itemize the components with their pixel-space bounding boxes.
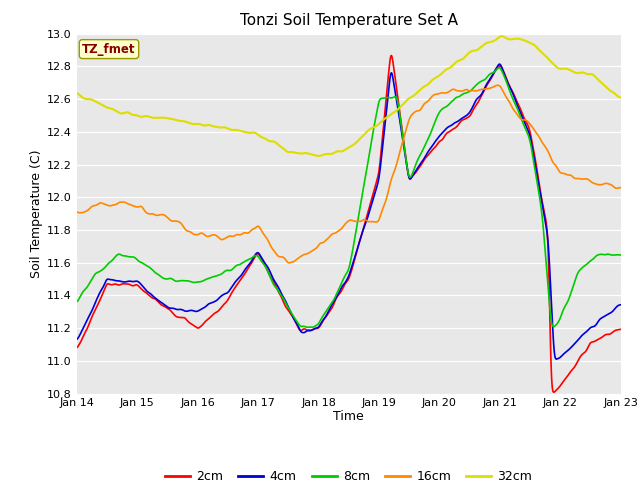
Line: 16cm: 16cm: [77, 85, 621, 263]
2cm: [129, 283, 136, 288]
4cm: [617, 302, 625, 308]
16cm: [617, 185, 625, 191]
32cm: [73, 90, 81, 96]
16cm: [494, 83, 502, 88]
X-axis label: Time: Time: [333, 410, 364, 423]
Line: 32cm: 32cm: [77, 36, 621, 156]
8cm: [293, 319, 301, 324]
4cm: [553, 356, 561, 362]
2cm: [498, 64, 506, 70]
2cm: [388, 53, 396, 59]
16cm: [285, 260, 293, 266]
8cm: [447, 99, 455, 105]
16cm: [508, 104, 516, 109]
16cm: [447, 87, 455, 93]
Text: TZ_fmet: TZ_fmet: [82, 43, 136, 56]
4cm: [312, 325, 320, 331]
2cm: [550, 389, 557, 395]
32cm: [447, 64, 455, 70]
32cm: [293, 150, 301, 156]
2cm: [293, 322, 301, 328]
2cm: [508, 86, 515, 92]
Legend: 2cm, 4cm, 8cm, 16cm, 32cm: 2cm, 4cm, 8cm, 16cm, 32cm: [160, 465, 538, 480]
2cm: [617, 326, 625, 332]
Line: 8cm: 8cm: [77, 68, 621, 327]
Y-axis label: Soil Temperature (C): Soil Temperature (C): [30, 149, 43, 278]
32cm: [312, 153, 320, 158]
4cm: [495, 61, 503, 67]
8cm: [304, 324, 312, 330]
16cm: [499, 86, 506, 92]
Line: 4cm: 4cm: [77, 64, 621, 359]
32cm: [499, 33, 506, 39]
2cm: [73, 345, 81, 350]
8cm: [73, 299, 81, 305]
8cm: [129, 254, 136, 260]
8cm: [617, 252, 625, 258]
4cm: [293, 321, 301, 326]
16cm: [73, 209, 81, 215]
2cm: [312, 325, 320, 331]
4cm: [447, 123, 454, 129]
4cm: [508, 87, 515, 93]
32cm: [129, 112, 136, 118]
4cm: [73, 336, 81, 342]
16cm: [294, 256, 301, 262]
16cm: [313, 245, 321, 251]
4cm: [498, 64, 506, 70]
Title: Tonzi Soil Temperature Set A: Tonzi Soil Temperature Set A: [240, 13, 458, 28]
8cm: [508, 94, 516, 99]
4cm: [129, 279, 136, 285]
2cm: [447, 128, 455, 133]
8cm: [499, 69, 506, 74]
32cm: [498, 33, 506, 39]
8cm: [313, 322, 321, 328]
8cm: [495, 65, 502, 71]
32cm: [617, 95, 625, 100]
32cm: [508, 36, 516, 42]
16cm: [129, 203, 136, 208]
32cm: [315, 153, 323, 159]
Line: 2cm: 2cm: [77, 56, 621, 392]
